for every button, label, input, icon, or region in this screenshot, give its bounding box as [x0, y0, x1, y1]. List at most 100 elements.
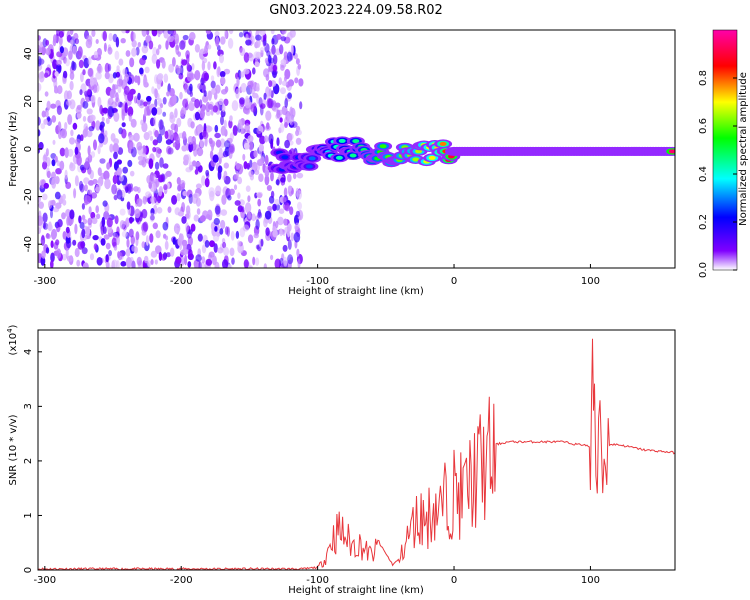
heatmap-cell	[260, 238, 264, 247]
heatmap-cell	[176, 117, 182, 128]
heatmap-cell	[42, 161, 48, 170]
heatmap-cell	[50, 252, 55, 263]
heatmap-cell	[121, 230, 128, 238]
heatmap-cell	[79, 164, 85, 171]
heatmap-cell	[263, 135, 269, 143]
heatmap-cell	[92, 84, 98, 94]
colorbar-tick-label: 0.0	[698, 262, 709, 278]
heatmap-cell	[222, 175, 227, 181]
heatmap-cell	[295, 129, 300, 137]
heatmap-cell	[284, 226, 291, 234]
heatmap-cell	[120, 38, 126, 44]
heatmap-cell	[218, 147, 223, 158]
heatmap-cell	[52, 139, 56, 145]
heatmap-cell	[69, 71, 75, 80]
heatmap-cell	[258, 143, 264, 152]
heatmap-cell	[50, 209, 53, 219]
heatmap-cell	[243, 161, 248, 170]
heatmap-cell	[90, 211, 96, 220]
heatmap-cell	[72, 122, 78, 130]
heatmap-cell	[160, 253, 167, 261]
heatmap-cell	[86, 130, 93, 138]
heatmap-cell	[108, 250, 112, 257]
heatmap-cell	[149, 196, 156, 204]
heatmap-cell	[247, 135, 254, 143]
heatmap-cell	[270, 190, 275, 199]
heatmap-cell	[228, 119, 233, 129]
heatmap-cell	[169, 129, 174, 141]
heatmap-cell	[72, 239, 77, 246]
heatmap-cell	[235, 88, 240, 99]
heatmap-cell	[105, 117, 110, 125]
heatmap-cell	[223, 162, 229, 169]
heatmap-cell	[131, 146, 137, 158]
heatmap-cell	[128, 114, 133, 122]
heatmap-cell	[42, 212, 48, 223]
heatmap-cell	[283, 218, 288, 226]
heatmap-cell	[106, 162, 111, 170]
heatmap-cell	[51, 159, 56, 167]
heatmap-cell	[186, 62, 191, 72]
heatmap-cell	[116, 260, 120, 268]
heatmap-cell	[295, 210, 300, 218]
heatmap-cell	[66, 255, 74, 262]
heatmap-signal-cell	[281, 155, 289, 160]
heatmap-cell	[275, 179, 280, 186]
heatmap-cell	[129, 216, 133, 224]
heatmap-cell	[129, 88, 136, 95]
heatmap-cell	[212, 154, 219, 163]
heatmap-cell	[145, 191, 152, 198]
heatmap-cell	[69, 161, 74, 169]
heatmap-cell	[116, 189, 123, 200]
heatmap-cell	[280, 59, 287, 65]
heatmap-cell	[246, 162, 250, 170]
heatmap-cell	[248, 170, 254, 177]
heatmap-cell	[81, 228, 86, 239]
heatmap-cell	[172, 57, 176, 67]
heatmap-cell	[202, 128, 207, 138]
heatmap-cell	[42, 222, 49, 230]
heatmap-cell	[148, 40, 154, 50]
heatmap-cell	[259, 135, 266, 145]
heatmap-signal-cell	[349, 153, 357, 158]
heatmap-cell	[125, 217, 130, 228]
heatmap-cell	[38, 195, 41, 203]
heatmap-cell	[236, 77, 240, 87]
heatmap-cell	[107, 46, 113, 55]
heatmap-cell	[255, 37, 261, 48]
heatmap-cell	[69, 30, 74, 36]
heatmap-cell	[195, 254, 202, 262]
heatmap-cell	[220, 36, 226, 45]
heatmap-cell	[252, 256, 256, 266]
heatmap-cell	[149, 233, 154, 243]
heatmap-cell	[280, 64, 285, 71]
heatmap-cell	[87, 68, 94, 77]
heatmap-cell	[57, 121, 62, 132]
heatmap-cell	[199, 109, 205, 119]
heatmap-cell	[90, 192, 98, 199]
heatmap-cell	[84, 195, 91, 205]
heatmap-cell	[56, 85, 63, 95]
heatmap-cell	[56, 160, 60, 167]
heatmap-cell	[150, 259, 154, 265]
heatmap-cell	[194, 161, 201, 167]
heatmap-cell	[199, 139, 205, 148]
heatmap-cell	[125, 248, 131, 257]
heatmap-cell	[50, 240, 54, 248]
x-tick-label: -300	[33, 276, 56, 287]
heatmap-cell	[116, 78, 124, 87]
heatmap-cell	[241, 206, 245, 213]
heatmap-cell	[227, 38, 234, 49]
heatmap-cell	[65, 58, 70, 67]
heatmap-cell	[237, 240, 241, 247]
heatmap-cell	[224, 30, 228, 39]
heatmap-cell	[91, 30, 96, 37]
heatmap-cell	[92, 235, 99, 241]
heatmap-cell	[186, 73, 194, 82]
heatmap-cell	[253, 233, 259, 239]
heatmap-y-ticks: -40 -20 0 20 40	[23, 47, 42, 252]
heatmap-cell	[41, 250, 46, 259]
heatmap-cell	[136, 256, 142, 266]
heatmap-cell	[213, 217, 220, 226]
heatmap-cell	[106, 217, 113, 228]
